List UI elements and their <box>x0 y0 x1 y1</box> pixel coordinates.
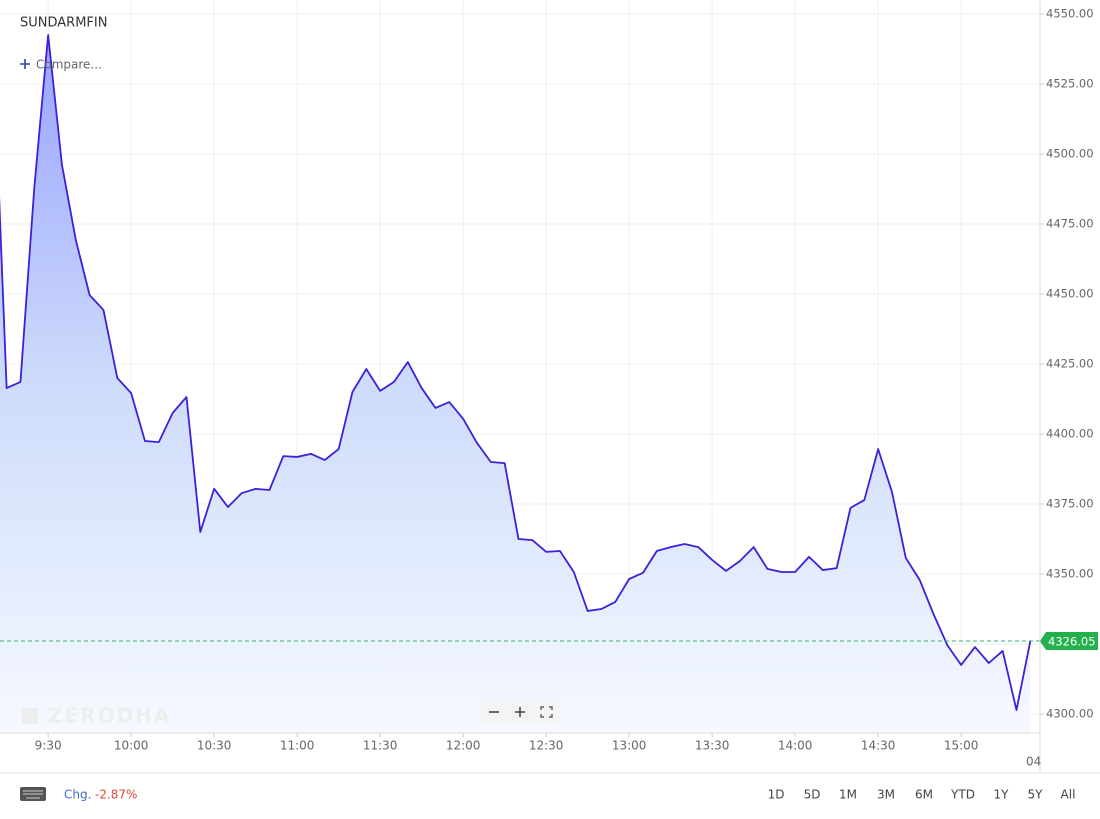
axes: 4300.004325.004350.004375.004400.004425.… <box>0 6 1098 753</box>
x-tick-label: 13:00 <box>612 739 647 753</box>
range-button[interactable]: All <box>1061 788 1076 802</box>
compare-button[interactable]: Compare... <box>20 58 102 72</box>
range-buttons: 1D 5D 1M 3M 6M YTD 1Y 5Y All <box>768 788 1076 802</box>
change-value: -2.87% <box>95 788 137 802</box>
last-price-tag <box>1040 632 1098 651</box>
last-price-label: 4326.05 <box>1048 635 1096 649</box>
y-tick-label: 4425.00 <box>1046 356 1094 370</box>
y-tick-label: 4400.00 <box>1046 426 1094 440</box>
fullscreen[interactable] <box>540 706 553 718</box>
keyboard-icon[interactable] <box>20 787 46 801</box>
x-tick-label: 13:30 <box>695 739 730 753</box>
watermark: ZERODHA <box>22 704 171 728</box>
y-tick-label: 4300.00 <box>1046 706 1094 720</box>
range-button[interactable]: 5D <box>804 788 821 802</box>
watermark-text: ZERODHA <box>48 704 171 728</box>
x-tick-label: 9:30 <box>35 739 62 753</box>
symbol-name: SUNDARMFIN <box>20 16 107 31</box>
y-tick-label: 4375.00 <box>1046 496 1094 510</box>
change-label: Chg. <box>64 788 91 802</box>
y-tick-label: 4450.00 <box>1046 286 1094 300</box>
range-button[interactable]: 5Y <box>1028 788 1044 802</box>
y-tick-label: 4500.00 <box>1046 146 1094 160</box>
range-button[interactable]: 1D <box>768 788 785 802</box>
area-fill <box>0 34 1031 733</box>
x-tick-label: 10:30 <box>197 739 232 753</box>
x-tick-label: 15:00 <box>944 739 979 753</box>
x-tick-label: 12:00 <box>446 739 481 753</box>
x-tick-label: 14:30 <box>861 739 896 753</box>
plot-area <box>0 34 1032 733</box>
range-button[interactable]: 6M <box>915 788 933 802</box>
compare-label[interactable]: Compare... <box>36 58 102 72</box>
price-line <box>0 34 1032 711</box>
range-button[interactable]: 1Y <box>994 788 1010 802</box>
x-tick-label: 12:30 <box>529 739 564 753</box>
date-stub: 04 <box>1026 755 1041 769</box>
y-tick-label: 4350.00 <box>1046 566 1094 580</box>
range-button[interactable]: 1M <box>839 788 857 802</box>
range-button[interactable]: 3M <box>877 788 895 802</box>
x-tick-label: 10:00 <box>114 739 149 753</box>
range-button[interactable]: YTD <box>950 788 975 802</box>
y-tick-label: 4525.00 <box>1046 76 1094 90</box>
x-tick-label: 11:30 <box>363 739 398 753</box>
x-tick-label: 11:00 <box>280 739 315 753</box>
zoom-controls <box>480 702 560 722</box>
y-tick-label: 4475.00 <box>1046 216 1094 230</box>
zoom-in[interactable] <box>515 707 525 717</box>
y-tick-label: 4550.00 <box>1046 6 1094 20</box>
x-tick-label: 14:00 <box>778 739 813 753</box>
